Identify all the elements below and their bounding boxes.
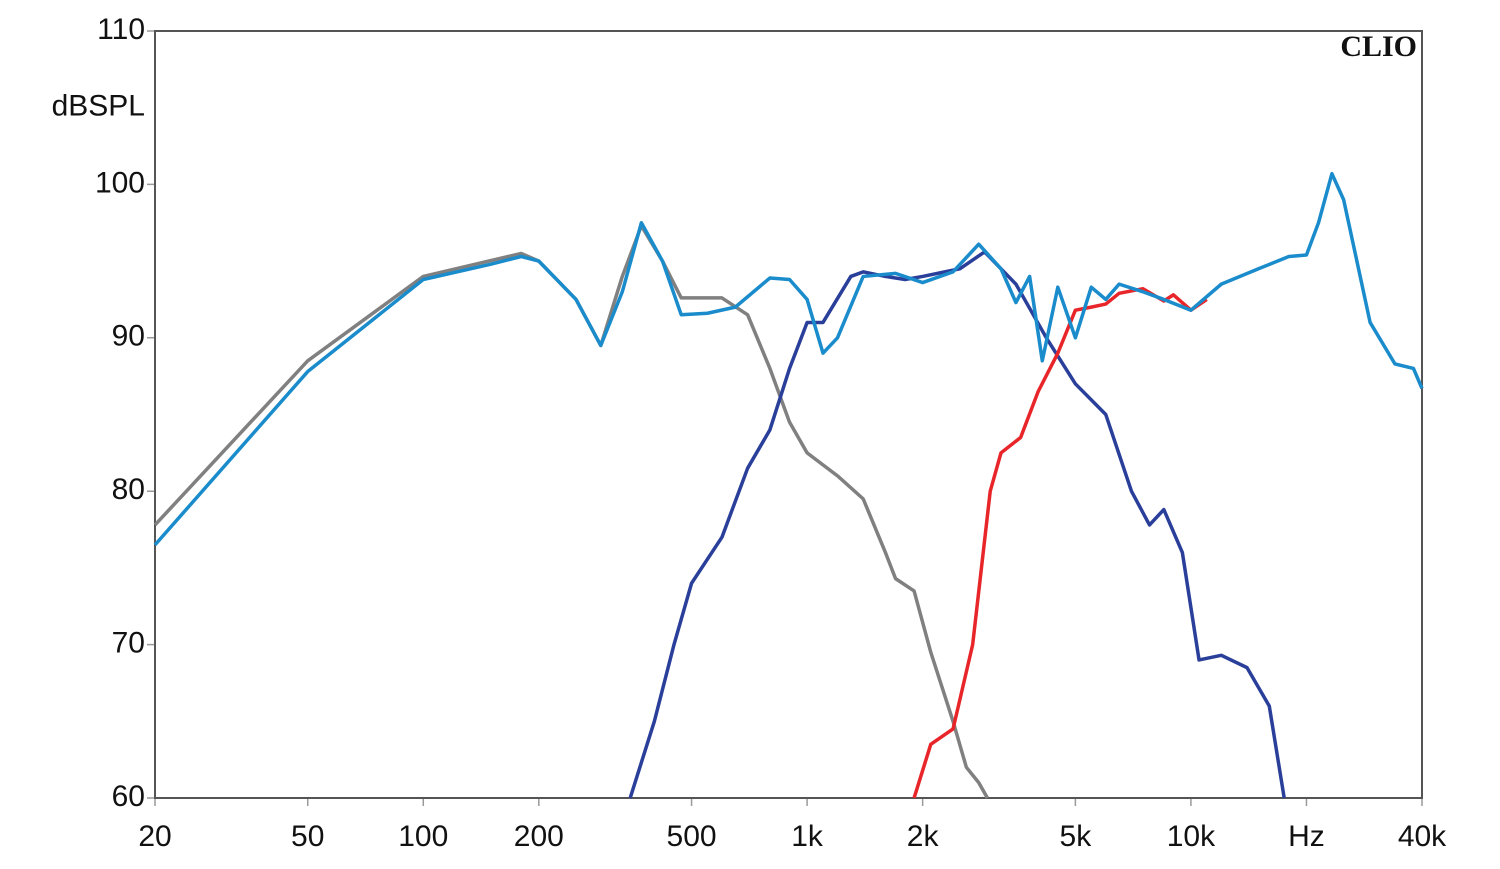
x-tick-label: 500 xyxy=(667,820,717,853)
x-tick-label: 2k xyxy=(907,820,940,853)
x-tick-label: 10k xyxy=(1167,820,1216,853)
y-tick-label: 60 xyxy=(112,780,145,813)
x-tick-label: 100 xyxy=(398,820,448,853)
x-tick-label: 40k xyxy=(1398,820,1447,853)
annotation: CLIO xyxy=(1340,30,1417,63)
y-tick-label: 90 xyxy=(112,320,145,353)
x-tick-label: 20 xyxy=(138,820,171,853)
x-tick-label: Hz xyxy=(1288,820,1325,853)
y-tick-label: 100 xyxy=(95,166,145,199)
x-tick-label: 5k xyxy=(1060,820,1093,853)
x-tick-label: 50 xyxy=(291,820,324,853)
data-line xyxy=(628,250,1286,799)
y-tick-label: 70 xyxy=(112,627,145,660)
y-tick-label: 110 xyxy=(97,13,145,46)
data-line xyxy=(153,171,1424,547)
x-tick-label: 200 xyxy=(514,820,564,853)
x-tick-label: 1k xyxy=(791,820,824,853)
y-axis-label: dBSPL xyxy=(52,90,145,123)
y-tick-label: 80 xyxy=(112,473,145,506)
